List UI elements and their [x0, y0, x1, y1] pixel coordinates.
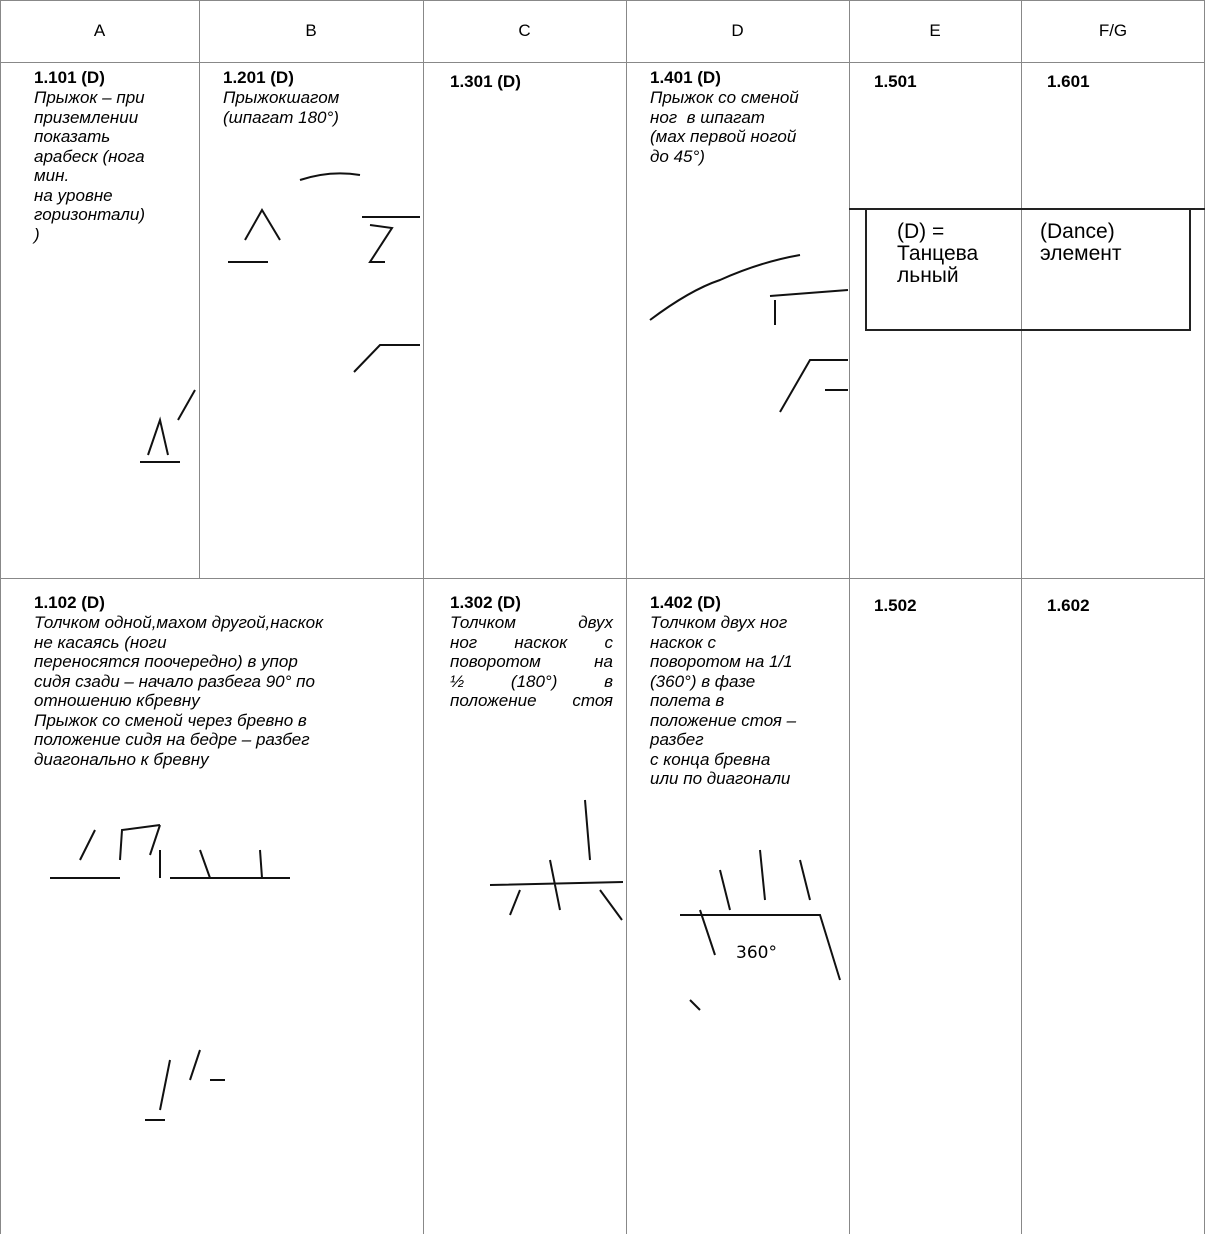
sketch-label: 360°: [736, 943, 777, 963]
border: [626, 0, 627, 1234]
text-line: элемент: [1040, 242, 1122, 265]
text-line: до 45°): [650, 146, 705, 166]
text-line: мин.: [34, 166, 70, 185]
column-header: F/G: [1098, 21, 1128, 40]
border: [199, 0, 200, 578]
cell: 1.302 (D) Толчком двух ног наскок с поворот…: [450, 593, 613, 711]
description: Прыжок – при приземлении показать арабеск (…: [34, 88, 145, 244]
description: Толчком двух ног наскок с поворотом на ½ (1…: [450, 613, 613, 711]
description: Прыжокшагом (шпагат 180°): [223, 88, 339, 127]
text-line: Танцева: [897, 242, 979, 265]
cell: 1.602: [1047, 596, 1090, 616]
text-line: разбег: [650, 730, 704, 749]
border: [0, 0, 1205, 1]
element-code: 1.601: [1047, 72, 1090, 91]
column-header: D: [731, 21, 744, 40]
text-line: Толчком двух ног: [650, 613, 788, 632]
element-code: 1.301 (D): [450, 72, 521, 91]
text-line: на уровне: [34, 185, 113, 205]
text-line: приземлении: [34, 107, 139, 127]
legend-left: (D) = Танцева льный: [897, 221, 978, 287]
text-line: Прыжок – при: [34, 88, 145, 107]
text-line: поворотом на 1/1: [650, 652, 793, 671]
text-line: (Dance): [1040, 220, 1115, 243]
element-code: 1.502: [874, 596, 917, 615]
cell: 1.201 (D) Прыжокшагом (шпагат 180°): [223, 68, 339, 127]
border: [0, 578, 1205, 579]
border: [0, 0, 1, 1234]
text-line: или по диагонали: [650, 769, 791, 788]
legend-right: (Dance) элемент: [1040, 221, 1122, 265]
text-line: Прыжокшагом: [223, 88, 340, 107]
cell: 1.102 (D) Толчком одной,махом другой,наск…: [34, 593, 412, 769]
legend-top: [849, 208, 1205, 210]
text-line: полета в: [650, 691, 725, 710]
text-line: не касаясь (ноги: [34, 632, 167, 652]
element-code: 1.302 (D): [450, 593, 521, 612]
text-line: диагонально к бревну: [34, 749, 209, 769]
text-line: (мах первой ногой: [650, 127, 797, 146]
element-code: 1.402 (D): [650, 593, 721, 612]
text-line: Толчком двух: [450, 613, 613, 632]
column-header: C: [518, 21, 531, 40]
text-line: с конца бревна: [650, 749, 771, 769]
cell: 1.601: [1047, 72, 1090, 92]
element-code: 1.501: [874, 72, 917, 91]
column-header: B: [305, 21, 317, 40]
text-line: ног наскок с: [450, 632, 613, 652]
column-header: E: [929, 21, 941, 40]
text-line: ½ (180°) в: [450, 671, 613, 691]
cell: 1.101 (D) Прыжок – при приземлении показать…: [34, 68, 145, 244]
text-line: отношению кбревну: [34, 691, 200, 710]
element-code: 1.101 (D): [34, 68, 105, 87]
text-line: поворотом на: [450, 652, 613, 671]
element-code: 1.401 (D): [650, 68, 721, 87]
text-line: Прыжок со сменой: [650, 88, 799, 107]
description: Толчком двух ног наскок с поворотом на 1/1…: [650, 613, 796, 789]
text-line: Толчком одной,махом другой,наскок: [34, 613, 324, 632]
text-line: положение стоя –: [650, 710, 797, 730]
text-line: переносятся поочередно) в упор: [34, 652, 298, 671]
border: [849, 0, 850, 1234]
description: Прыжок со сменой ног в шпагат (мах первой …: [650, 88, 799, 166]
element-code: 1.102 (D): [34, 593, 105, 612]
text-line: (шпагат 180°): [223, 107, 339, 127]
legend-box: [865, 208, 1191, 331]
text-line: (D) =: [897, 220, 945, 243]
border: [0, 62, 1205, 63]
text-line: горизонтали): [34, 205, 146, 224]
cell: 1.301 (D): [450, 72, 521, 92]
column-header: A: [93, 21, 106, 40]
text-line: Прыжок со сменой через бревно в: [34, 710, 307, 730]
text-line: арабеск (нога: [34, 146, 145, 166]
text-line: положение сидя на бедре – разбег: [34, 730, 310, 749]
text-line: положение стоя: [450, 691, 613, 710]
cell: 1.502: [874, 596, 917, 616]
text-line: ног в шпагат: [650, 107, 765, 127]
element-code: 1.201 (D): [223, 68, 294, 87]
element-code: 1.602: [1047, 596, 1090, 615]
text-line: показать: [34, 127, 111, 146]
text-line: (360°) в фазе: [650, 671, 756, 691]
cell: 1.402 (D) Толчком двух ног наскок с поворот…: [650, 593, 796, 789]
border: [1021, 0, 1022, 1234]
text-line: льный: [897, 264, 959, 287]
text-line: ): [34, 224, 40, 244]
cell: 1.401 (D) Прыжок со сменой ног в шпагат (ма…: [650, 68, 799, 166]
cell: 1.501: [874, 72, 917, 92]
description: Толчком одной,махом другой,наскок не каса…: [34, 613, 412, 769]
text-line: сидя сзади – начало разбега 90° по: [34, 671, 315, 691]
text-line: наскок с: [650, 632, 717, 652]
border: [423, 0, 424, 1234]
